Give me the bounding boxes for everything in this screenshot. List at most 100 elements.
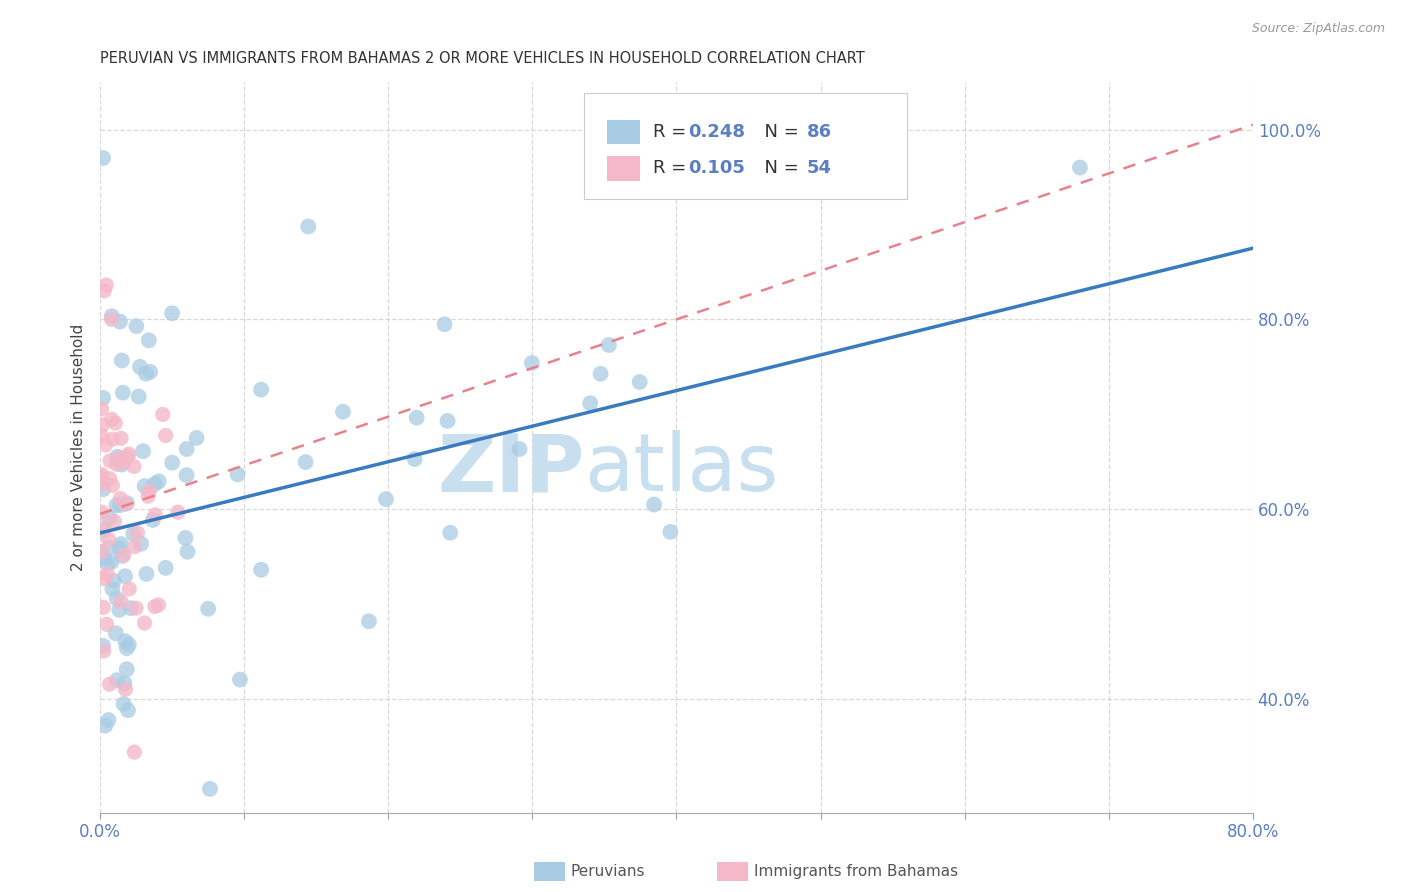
Point: [229, 673, 252, 687]
Point: [101, 432, 124, 446]
Point: [125, 319, 148, 334]
Point: [138, 334, 160, 348]
Point: [120, 601, 142, 615]
Point: [91, 417, 114, 432]
Point: [98, 511, 121, 525]
Point: [155, 428, 177, 442]
Point: [297, 219, 319, 234]
Point: [100, 555, 122, 569]
Point: [91, 483, 114, 497]
Point: [100, 309, 122, 323]
Point: [90, 428, 112, 442]
Point: [108, 314, 131, 328]
Point: [111, 385, 134, 400]
Point: [110, 537, 132, 551]
Point: [115, 662, 138, 676]
Point: [93, 600, 115, 615]
Point: [127, 525, 149, 540]
Point: [100, 312, 122, 326]
Point: [176, 468, 198, 483]
Point: [105, 457, 128, 471]
Text: 0.248: 0.248: [688, 123, 745, 141]
Point: [143, 508, 166, 522]
Text: N =: N =: [752, 123, 804, 141]
Point: [114, 676, 136, 690]
Point: [96, 278, 118, 293]
Point: [250, 383, 273, 397]
Point: [90, 467, 112, 482]
Point: [96, 557, 118, 571]
Point: [579, 396, 602, 410]
Point: [105, 673, 128, 688]
Point: [176, 545, 198, 559]
Point: [124, 540, 146, 554]
Text: Source: ZipAtlas.com: Source: ZipAtlas.com: [1251, 22, 1385, 36]
Text: Peruvians: Peruvians: [571, 864, 645, 879]
Point: [129, 537, 152, 551]
Point: [108, 498, 131, 512]
Point: [110, 431, 132, 445]
Point: [96, 567, 118, 582]
Point: [118, 447, 141, 461]
Point: [174, 531, 197, 545]
Y-axis label: 2 or more Vehicles in Household: 2 or more Vehicles in Household: [72, 324, 86, 571]
Point: [91, 505, 114, 519]
Point: [226, 467, 249, 482]
Point: [108, 603, 131, 617]
Point: [143, 477, 166, 491]
Point: [332, 405, 354, 419]
Point: [136, 489, 159, 503]
Point: [103, 574, 125, 588]
Point: [1069, 161, 1091, 175]
Point: [101, 582, 124, 596]
Point: [520, 356, 543, 370]
FancyBboxPatch shape: [607, 156, 640, 181]
Point: [90, 470, 112, 484]
FancyBboxPatch shape: [585, 93, 907, 199]
Point: [138, 484, 160, 499]
Point: [122, 527, 145, 541]
Point: [628, 375, 651, 389]
Point: [139, 365, 162, 379]
Point: [125, 601, 148, 615]
Point: [598, 338, 620, 352]
Point: [152, 408, 174, 422]
Text: PERUVIAN VS IMMIGRANTS FROM BAHAMAS 2 OR MORE VEHICLES IN HOUSEHOLD CORRELATION : PERUVIAN VS IMMIGRANTS FROM BAHAMAS 2 OR…: [100, 51, 865, 66]
Point: [91, 151, 114, 165]
Point: [643, 498, 665, 512]
Text: N =: N =: [752, 160, 804, 178]
Point: [93, 550, 115, 565]
Point: [98, 454, 121, 468]
Point: [160, 306, 183, 320]
Point: [143, 599, 166, 614]
Point: [433, 318, 456, 332]
Point: [94, 438, 117, 452]
Text: 86: 86: [807, 123, 832, 141]
Point: [148, 598, 170, 612]
Text: atlas: atlas: [585, 431, 779, 508]
Point: [104, 416, 127, 430]
Text: R =: R =: [654, 160, 692, 178]
Point: [110, 451, 132, 466]
Point: [114, 682, 136, 697]
Point: [111, 458, 134, 472]
Point: [118, 582, 141, 596]
Point: [93, 572, 115, 586]
Point: [114, 569, 136, 583]
Point: [250, 563, 273, 577]
Point: [111, 353, 134, 368]
Point: [101, 478, 124, 492]
Point: [90, 401, 112, 416]
Point: [115, 641, 138, 656]
Text: ZIP: ZIP: [437, 431, 585, 508]
Point: [176, 442, 198, 456]
Point: [128, 390, 150, 404]
FancyBboxPatch shape: [607, 120, 640, 145]
Point: [97, 713, 120, 727]
Point: [198, 781, 221, 796]
Point: [659, 524, 682, 539]
Point: [94, 719, 117, 733]
Point: [436, 414, 458, 428]
Point: [405, 410, 427, 425]
Point: [107, 450, 129, 464]
